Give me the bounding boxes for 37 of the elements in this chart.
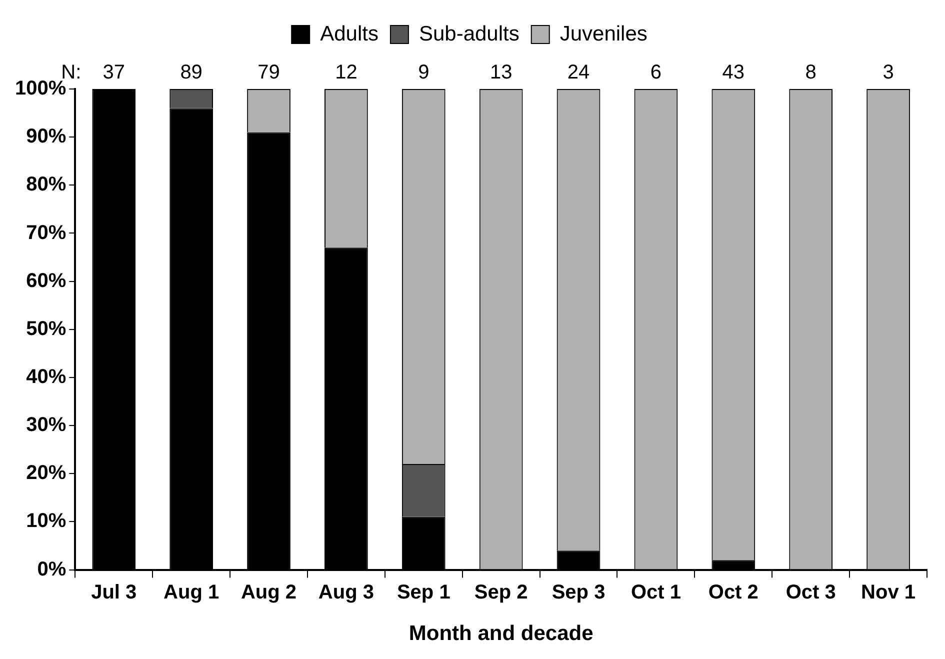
annotation: 3 bbox=[882, 62, 894, 84]
y-tick-label: 100% bbox=[14, 78, 66, 100]
x-tick-label: Sep 2 bbox=[474, 581, 528, 604]
y-tick-label: 30% bbox=[26, 414, 66, 436]
y-tick-label: 70% bbox=[26, 222, 66, 244]
y-tick-label: 0% bbox=[37, 558, 66, 580]
annotation: 9 bbox=[418, 62, 430, 84]
y-tick-label: 40% bbox=[26, 366, 66, 388]
y-tick-label: 60% bbox=[26, 270, 66, 292]
x-tick-label: Aug 1 bbox=[164, 581, 220, 604]
annotation: 79 bbox=[258, 62, 280, 84]
annotation: 13 bbox=[490, 62, 512, 84]
annotation: 8 bbox=[805, 62, 816, 84]
annotation: 12 bbox=[335, 62, 358, 84]
x-tick-label: Oct 2 bbox=[708, 581, 758, 604]
x-tick-label: Aug 2 bbox=[240, 581, 297, 604]
annotation: 89 bbox=[180, 62, 202, 84]
annotation: 43 bbox=[722, 62, 745, 84]
y-tick-label: 80% bbox=[26, 174, 66, 196]
x-tick-label: Nov 1 bbox=[861, 581, 916, 604]
annotation: 6 bbox=[650, 62, 662, 84]
y-tick-label: 50% bbox=[26, 318, 66, 340]
x-tick-label: Jul 3 bbox=[91, 581, 137, 604]
annotation: 24 bbox=[567, 62, 590, 84]
x-tick-label: Sep 1 bbox=[396, 581, 450, 604]
x-tick-label: Sep 3 bbox=[552, 581, 606, 604]
y-tick-label: 20% bbox=[26, 462, 66, 484]
annotation: 37 bbox=[102, 62, 125, 84]
x-tick-label: Aug 3 bbox=[318, 581, 374, 604]
legend-label: Sub-adults bbox=[418, 22, 520, 46]
x-tick-label: Oct 1 bbox=[630, 581, 681, 604]
legend-label: Juveniles bbox=[560, 22, 648, 46]
legend-label: Adults bbox=[320, 22, 378, 46]
y-tick-label: 10% bbox=[26, 510, 66, 532]
x-axis-title: Month and decade bbox=[408, 622, 594, 646]
y-tick-label: 90% bbox=[26, 126, 66, 148]
x-tick-label: Oct 3 bbox=[786, 581, 836, 604]
